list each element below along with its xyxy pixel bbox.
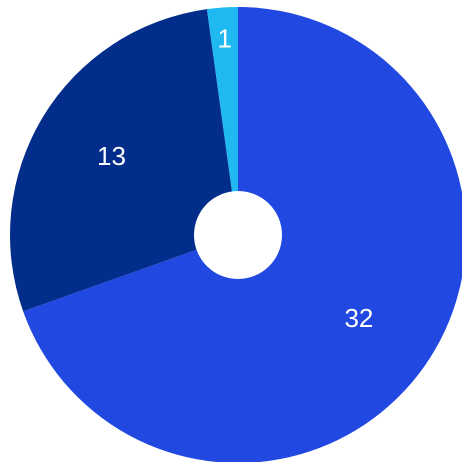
slice-value-label-2: 1 [217, 23, 231, 53]
labels-group: 32 13 1 [97, 23, 373, 333]
slice-value-label-0: 32 [344, 303, 373, 333]
pie-slice-2 [206, 6, 238, 235]
pie-slice-1 [9, 9, 239, 312]
donut-hole [194, 191, 282, 279]
slice-value-label-1: 13 [97, 141, 126, 171]
